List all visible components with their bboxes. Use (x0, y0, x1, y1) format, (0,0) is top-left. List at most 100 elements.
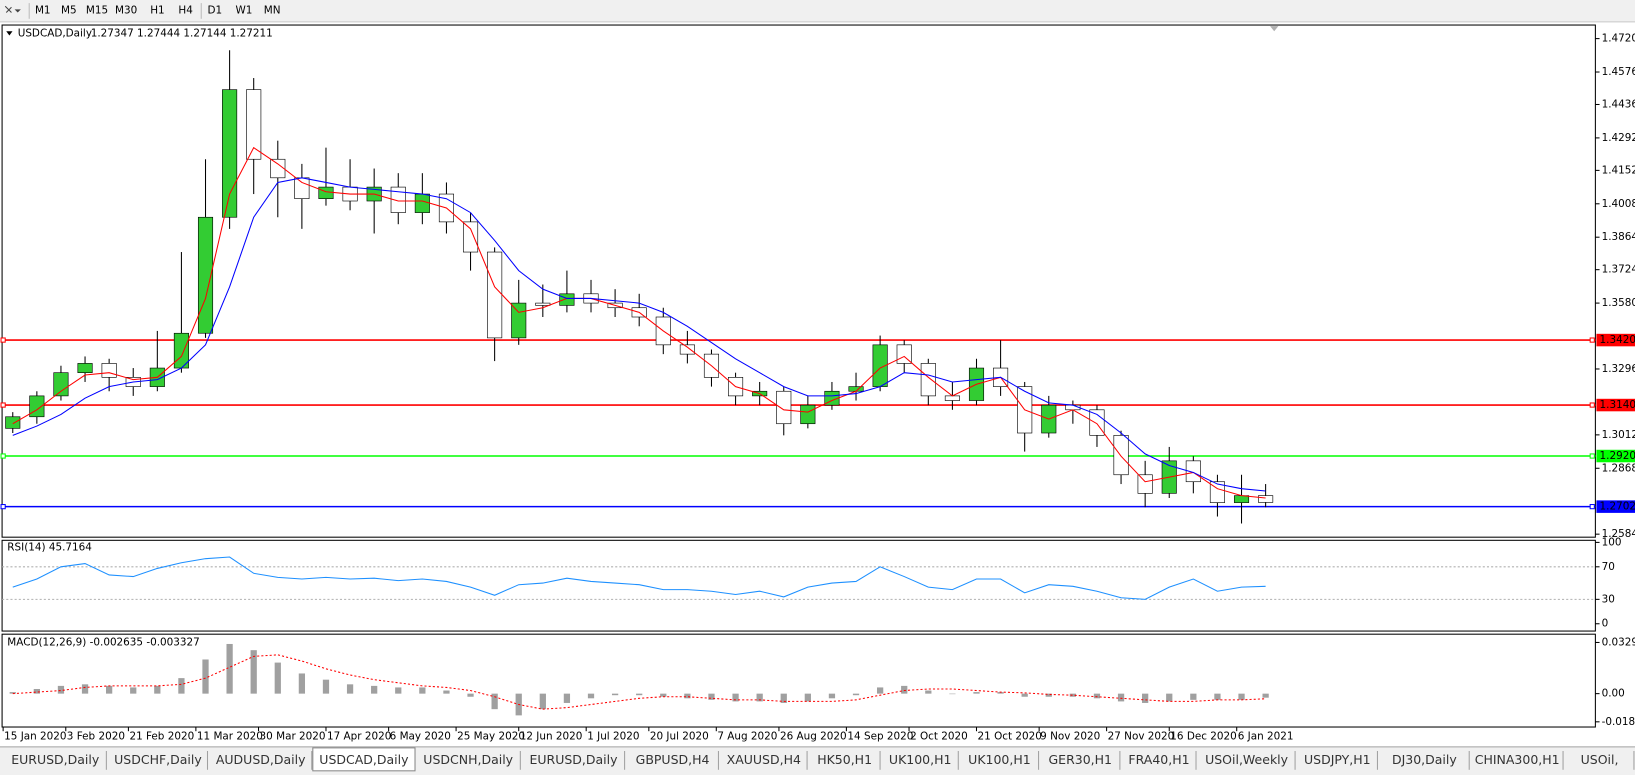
shift-marker (1270, 26, 1279, 32)
price-tick-label: 1.45760 (1602, 66, 1635, 78)
x-tick-label: 26 Aug 2020 (780, 730, 847, 742)
candle-body (1233, 495, 1250, 503)
tab-label: GER30,H1 (1049, 752, 1113, 767)
macd-bar (901, 685, 908, 694)
cursor-icon[interactable] (4, 5, 12, 13)
macd-bar (202, 659, 209, 694)
rsi-line (12, 556, 1266, 600)
timeframe-button[interactable]: M15 (86, 4, 108, 16)
macd-bar (973, 692, 980, 694)
x-tick-label: 9 Nov 2020 (1040, 730, 1100, 742)
tab[interactable]: USOil, (1581, 751, 1635, 770)
candle-body (390, 186, 406, 213)
price-tick-label: 1.38640 (1602, 231, 1635, 243)
macd-bar (949, 693, 956, 695)
tab[interactable]: USDJPY,H1 (1304, 751, 1378, 770)
moving-average (12, 177, 1266, 492)
timeframe-button[interactable]: M5 (61, 4, 77, 16)
macd-main: -0.002635 (90, 637, 143, 649)
x-tick-label: 1 Jul 2020 (587, 730, 639, 742)
tab[interactable]: USDCHF,Daily (114, 751, 209, 770)
macd-bar (81, 684, 89, 694)
level-tag-label: 1.27027 (1600, 501, 1635, 513)
macd-bar (828, 693, 836, 699)
price-tick-label: 1.47200 (1602, 33, 1635, 45)
tab[interactable]: HK50,H1 (817, 751, 881, 770)
rsi-value: 45.7164 (49, 542, 92, 554)
level-handle[interactable] (1589, 402, 1595, 408)
timeframe-button[interactable]: D1 (207, 4, 222, 16)
tab[interactable]: AUDUSD,Daily (216, 751, 313, 770)
macd-name: MACD(12,26,9) (7, 637, 86, 649)
macd-bar (660, 693, 667, 697)
tab[interactable]: FRA40,H1 (1128, 751, 1197, 770)
macd-bar (804, 693, 811, 702)
timeframe-button[interactable]: M30 (115, 4, 137, 16)
tab[interactable]: GBPUSD,H4 (636, 751, 719, 770)
macd-bar (419, 687, 426, 694)
level-handle[interactable] (1589, 337, 1595, 343)
rsi-title: RSI(14) 45.7164 (7, 542, 92, 554)
timeframe-button[interactable]: W1 (236, 4, 253, 16)
tab[interactable]: DJ30,Daily (1392, 751, 1470, 770)
macd-bar (250, 650, 257, 694)
quote-value: 1.27347 (91, 27, 134, 39)
level-tag-label: 1.29208 (1600, 450, 1635, 462)
tab[interactable]: XAUUSD,H4 (727, 751, 808, 770)
macd-bar (1142, 693, 1149, 703)
tab[interactable]: USDCNH,Daily (423, 751, 521, 770)
timeframe-button[interactable]: H4 (178, 4, 193, 16)
price-tick-label: 1.30120 (1602, 429, 1635, 441)
x-tick-label: 21 Oct 2020 (978, 730, 1042, 742)
candle-body (896, 344, 912, 364)
candle-body (270, 158, 286, 179)
level-tag (1596, 500, 1635, 513)
macd-bar (563, 693, 571, 703)
level-handle[interactable] (0, 337, 6, 343)
quote-value: 1.27444 (137, 27, 180, 39)
x-tick-label: 6 May 2020 (390, 730, 451, 742)
tab[interactable]: CHINA300,H1 (1475, 751, 1564, 770)
x-tick-label: 14 Sep 2020 (847, 730, 913, 742)
macd-bar (1262, 693, 1269, 698)
candle-body (246, 89, 262, 160)
level-handle[interactable] (0, 453, 6, 459)
macd-bar (467, 693, 474, 697)
tab-label: DJ30,Daily (1392, 752, 1457, 767)
candle-body (1209, 481, 1225, 503)
macd-bar (1069, 693, 1077, 697)
level-handle[interactable] (0, 402, 6, 408)
quote-value: 1.27211 (230, 27, 273, 39)
tab[interactable]: USOil,Weekly (1205, 751, 1296, 770)
tab[interactable]: USDCAD,Daily (312, 747, 416, 772)
timeframe-button[interactable]: H1 (150, 4, 164, 16)
timeframe-button[interactable]: M1 (35, 4, 51, 16)
tab-label: HK50,H1 (817, 752, 872, 767)
tab-label: USDJPY,H1 (1304, 752, 1371, 767)
macd-bar (732, 693, 739, 702)
candle-body (487, 251, 503, 339)
macd-tick-label: 0.032972 (1602, 636, 1635, 648)
tab-label: USDCHF,Daily (114, 752, 202, 767)
tab[interactable]: UK100,H1 (889, 751, 959, 770)
tab[interactable]: EURUSD,Daily (529, 751, 626, 770)
level-handle[interactable] (0, 504, 6, 510)
price-tick-label: 1.25840 (1602, 528, 1635, 540)
tab[interactable]: EURUSD,Daily (11, 751, 107, 770)
x-tick-label: 6 Jan 2021 (1238, 730, 1294, 742)
macd-bar (57, 685, 65, 694)
candle-body (318, 186, 334, 200)
macd-bar (684, 693, 691, 699)
tab[interactable]: UK100,H1 (968, 751, 1040, 770)
level-handle[interactable] (1589, 504, 1595, 510)
candle-body (511, 302, 527, 339)
level-handle[interactable] (1589, 453, 1595, 459)
macd-bar (226, 643, 233, 694)
dropdown-arrow[interactable] (14, 9, 21, 13)
x-tick-label: 30 Mar 2020 (260, 730, 326, 742)
x-tick-label: 2 Oct 2020 (910, 730, 968, 742)
timeframe-button[interactable]: MN (264, 4, 281, 16)
macd-bar (587, 693, 595, 699)
rsi-panel (1, 539, 1596, 632)
tab[interactable]: GER30,H1 (1049, 751, 1121, 770)
